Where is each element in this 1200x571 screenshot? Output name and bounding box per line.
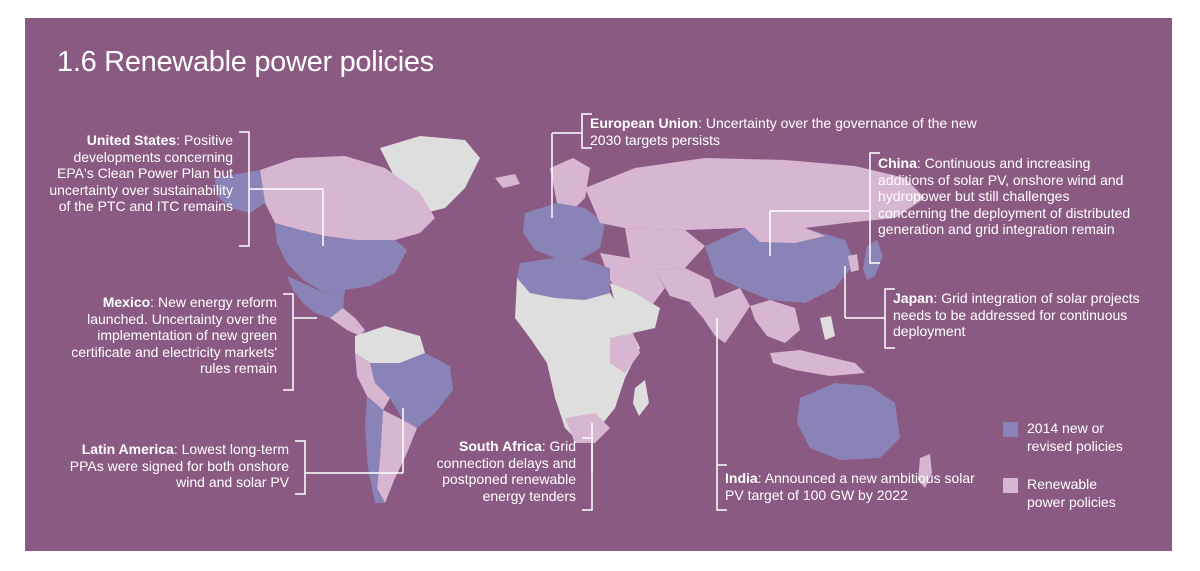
region-scandinavia <box>550 158 590 213</box>
annotation-united-states: United States: Positive developments con… <box>49 132 233 214</box>
annotation-china-text: Continuous and increasing additions of s… <box>878 155 1131 237</box>
map-panel: 1.6 Renewable power policies <box>25 18 1172 551</box>
annotation-china-name: China <box>878 155 917 171</box>
country-south-africa <box>565 413 610 443</box>
page-title: 1.6 Renewable power policies <box>57 46 434 78</box>
region-indonesia <box>770 350 865 376</box>
annotation-us-name: United States <box>86 132 177 148</box>
annotation-us-text: Positive developments concerning EPA's C… <box>49 132 233 214</box>
country-philippines <box>820 316 835 340</box>
world-map <box>215 113 932 511</box>
region-central-asia <box>625 228 705 270</box>
country-iceland <box>495 174 520 188</box>
legend-swatch-renewable-policies <box>1003 478 1018 493</box>
region-central-america <box>330 308 365 336</box>
country-united-states <box>275 223 407 293</box>
country-peru <box>355 353 390 410</box>
country-india <box>690 288 750 343</box>
legend-label-renewable-policies-1: Renewable <box>1027 476 1098 492</box>
country-china <box>705 228 855 303</box>
country-saudi-arabia <box>610 283 660 333</box>
country-russia <box>585 158 925 230</box>
country-colombia-venezuela <box>355 326 425 363</box>
country-new-zealand <box>918 454 932 488</box>
annotation-latin-america: Latin America: Lowest long-term PPAs wer… <box>69 441 289 490</box>
annotation-india: India: Announced a new ambitious solar P… <box>725 470 975 503</box>
annotation-mexico-text: New energy reform launched. Uncertainty … <box>71 294 277 376</box>
country-argentina <box>377 410 417 503</box>
leader-lines <box>239 113 895 511</box>
country-korea <box>848 254 859 272</box>
region-middle-east <box>600 253 665 308</box>
legend-label-renewable-policies-2: power policies <box>1027 494 1116 510</box>
annotation-india-text: Announced a new ambitious solar PV targe… <box>725 470 975 503</box>
annotation-mexico-name: Mexico <box>102 294 151 310</box>
country-australia <box>797 383 900 460</box>
annotation-eu-text: Uncertainty over the governance of the n… <box>590 115 977 148</box>
country-madagascar <box>633 380 649 416</box>
region-european-union <box>523 203 605 260</box>
legend-label-new-or-revised-2: revised policies <box>1027 438 1123 454</box>
region-north-africa <box>517 258 610 300</box>
annotation-japan-text: Grid integration of solar projects needs… <box>893 290 1140 339</box>
region-southeast-asia <box>750 300 800 343</box>
annotation-south-africa-text: Grid connection delays and postponed ren… <box>436 438 576 504</box>
legend-label-new-or-revised-1: 2014 new or <box>1027 420 1105 436</box>
country-chile <box>365 396 385 503</box>
annotation-mexico: Mexico: New energy reform launched. Unce… <box>71 294 277 376</box>
region-iran-pakistan <box>655 268 715 303</box>
annotation-latam-text: Lowest long-term PPAs were signed for bo… <box>69 441 289 490</box>
country-brazil <box>370 353 453 428</box>
annotation-latam-name: Latin America <box>81 441 174 457</box>
annotation-south-africa-name: South Africa <box>459 438 542 454</box>
country-canada <box>260 156 435 240</box>
country-japan <box>863 240 883 280</box>
country-alaska <box>215 170 265 213</box>
country-mongolia <box>745 228 825 243</box>
annotation-japan-name: Japan <box>893 290 934 306</box>
country-mexico <box>287 276 345 318</box>
annotation-european-union: European Union: Uncertainty over the gov… <box>590 115 977 148</box>
country-greenland <box>380 136 480 213</box>
annotation-india-name: India <box>725 470 758 486</box>
annotation-eu-name: European Union <box>590 115 699 131</box>
region-africa <box>515 278 640 443</box>
annotation-south-africa: South Africa: Grid connection delays and… <box>436 438 576 504</box>
annotation-japan: Japan: Grid integration of solar project… <box>893 290 1140 339</box>
legend-swatch-new-or-revised <box>1003 422 1018 437</box>
country-kenya-tanzania <box>610 333 640 373</box>
annotation-china: China: Continuous and increasing additio… <box>878 155 1131 237</box>
